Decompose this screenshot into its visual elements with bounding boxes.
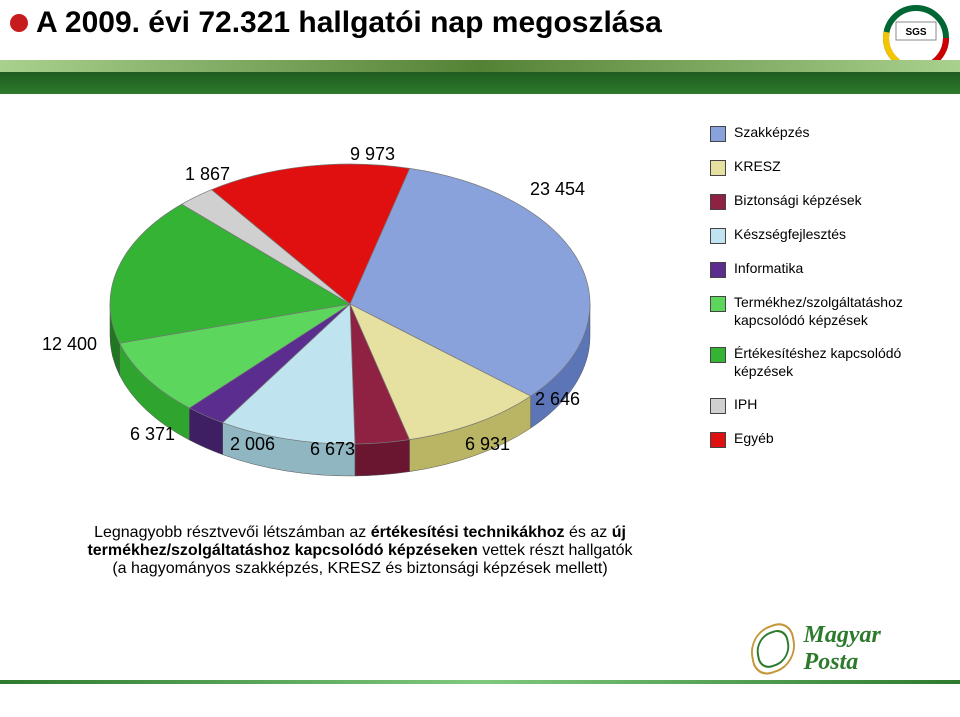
legend-swatch-egyeb <box>710 432 726 448</box>
legend-label-szakkepzes: Szakképzés <box>734 124 809 142</box>
legend-item-biztonsagi: Biztonsági képzések <box>710 192 920 210</box>
data-label-ertekesites: 12 400 <box>42 334 97 355</box>
footer-brand-text: Magyar Posta <box>804 622 940 676</box>
summary-prefix: Legnagyobb résztvevői létszámban az <box>94 524 371 541</box>
slide-title: A 2009. évi 72.321 hallgatói nap megoszl… <box>36 6 662 40</box>
legend-item-termek: Termékhez/szolgáltatáshoz kapcsolódó kép… <box>710 294 920 329</box>
legend-label-informatika: Informatika <box>734 260 803 278</box>
summary-text: Legnagyobb résztvevői létszámban az érté… <box>80 524 640 578</box>
legend-swatch-iph <box>710 398 726 414</box>
legend-item-iph: IPH <box>710 396 920 414</box>
summary-paren: (a hagyományos szakképzés, KRESZ és bizt… <box>112 560 607 577</box>
legend-item-ertekesites: Értékesítéshez kapcsolódó képzések <box>710 345 920 380</box>
summary-cont: vettek részt hallgatók <box>482 542 632 559</box>
legend-item-egyeb: Egyéb <box>710 430 920 448</box>
data-label-informatika: 2 006 <box>230 434 275 455</box>
header-gradient-border <box>0 60 960 72</box>
data-label-szakkepzes: 23 454 <box>530 179 585 200</box>
pie-chart: 1 8679 97323 45412 4006 3712 0066 6736 9… <box>70 134 630 499</box>
legend-label-kresz: KRESZ <box>734 158 781 176</box>
legend-item-keszseg: Készségfejlesztés <box>710 226 920 244</box>
legend-item-informatika: Informatika <box>710 260 920 278</box>
legend-swatch-termek <box>710 296 726 312</box>
data-label-biztonsagi: 2 646 <box>535 389 580 410</box>
legend-label-termek: Termékhez/szolgáltatáshoz kapcsolódó kép… <box>734 294 920 329</box>
legend-item-szakkepzes: Szakképzés <box>710 124 920 142</box>
legend-swatch-szakkepzes <box>710 126 726 142</box>
legend-swatch-kresz <box>710 160 726 176</box>
data-label-keszseg: 6 673 <box>310 439 355 460</box>
svg-text:SGS: SGS <box>905 27 926 38</box>
legend-swatch-informatika <box>710 262 726 278</box>
legend-label-ertekesites: Értékesítéshez kapcsolódó képzések <box>734 345 920 380</box>
legend-swatch-ertekesites <box>710 347 726 363</box>
legend-label-biztonsagi: Biztonsági képzések <box>734 192 862 210</box>
footer-brand-logo: Magyar Posta <box>750 624 940 674</box>
data-label-iph: 1 867 <box>185 164 230 185</box>
post-horn-icon <box>747 618 798 680</box>
data-label-termek: 6 371 <box>130 424 175 445</box>
legend-swatch-keszseg <box>710 228 726 244</box>
footer-divider <box>0 680 960 684</box>
legend-label-egyeb: Egyéb <box>734 430 774 448</box>
legend-label-iph: IPH <box>734 396 757 414</box>
slide-title-row: A 2009. évi 72.321 hallgatói nap megoszl… <box>10 6 662 40</box>
summary-mid: és az <box>569 524 612 541</box>
header-green-band <box>0 72 960 94</box>
legend-label-keszseg: Készségfejlesztés <box>734 226 846 244</box>
data-label-egyeb: 9 973 <box>350 144 395 165</box>
data-label-kresz: 6 931 <box>465 434 510 455</box>
legend-swatch-biztonsagi <box>710 194 726 210</box>
summary-bold-1: értékesítési technikákhoz <box>371 524 565 541</box>
slide-content: 1 867 9 973 23 454 12 400 6 371 2 006 6 673 6 9… <box>0 94 960 684</box>
title-bullet-icon <box>10 14 28 32</box>
chart-legend: Szakképzés KRESZ Biztonsági képzések Készsé… <box>710 124 920 464</box>
legend-item-kresz: KRESZ <box>710 158 920 176</box>
